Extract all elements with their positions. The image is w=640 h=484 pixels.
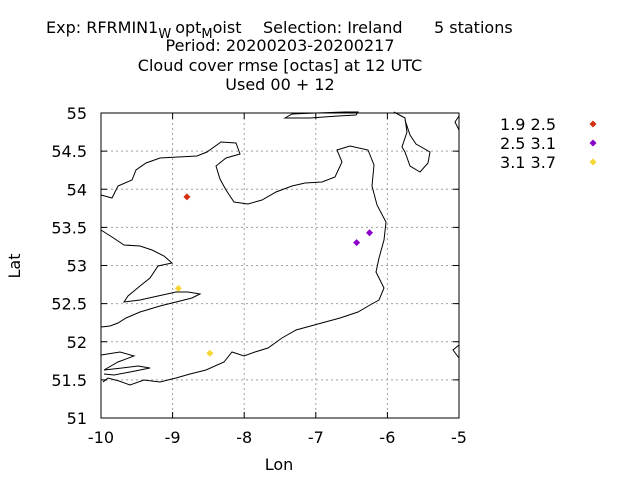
chart-title-line1: Exp: RFRMIN1W optMoist Selection: Ireland 5… — [46, 18, 513, 42]
y-tick-label: 55 — [67, 104, 87, 123]
data-point-series-3 — [174, 284, 182, 292]
y-tick-label: 52.5 — [51, 295, 87, 314]
coastline — [100, 111, 460, 386]
y-tick-label: 52 — [67, 333, 87, 352]
grid — [101, 113, 459, 418]
y-axis-label: Lat — [5, 254, 24, 279]
axis-ticks — [100, 112, 460, 419]
chart-title-line3: Cloud cover rmse [octas] at 12 UTC — [138, 56, 422, 75]
data-point-series-3 — [206, 349, 214, 357]
legend-label: 2.5 3.1 — [500, 134, 556, 153]
y-tick-label: 53 — [67, 257, 87, 276]
x-tick-label: -6 — [379, 428, 395, 447]
y-tick-label: 54.5 — [51, 142, 87, 161]
y-tick-label: 51.5 — [51, 371, 87, 390]
y-tick-labels: 51 51.5 52 52.5 53 53.5 54 54.5 55 — [51, 104, 87, 428]
data-point-series-2 — [366, 229, 373, 237]
legend-marker — [589, 158, 597, 166]
legend: 1.9 2.52.5 3.13.1 3.7 — [500, 115, 597, 172]
chart-title-line2: Period: 20200203-20200217 — [165, 36, 394, 55]
x-axis-label: Lon — [265, 455, 294, 474]
legend-label: 1.9 2.5 — [500, 115, 556, 134]
legend-label: 3.1 3.7 — [500, 153, 556, 172]
y-tick-label: 54 — [67, 180, 87, 199]
x-tick-label: -9 — [165, 428, 181, 447]
chart-title-line4: Used 00 + 12 — [225, 75, 334, 94]
data-point-series-2 — [353, 239, 361, 247]
x-tick-label: -5 — [451, 428, 467, 447]
data-points — [174, 193, 373, 357]
x-tick-label: -8 — [236, 428, 252, 447]
x-tick-labels: -10 -9 -8 -7 -6 -5 — [88, 428, 467, 447]
y-tick-label: 53.5 — [51, 218, 87, 237]
x-tick-label: -10 — [88, 428, 114, 447]
data-point-series-1 — [183, 193, 191, 201]
y-tick-label: 51 — [67, 409, 87, 428]
legend-marker — [589, 139, 597, 147]
legend-marker — [589, 120, 597, 128]
x-tick-label: -7 — [308, 428, 324, 447]
plot-frame — [100, 112, 460, 419]
